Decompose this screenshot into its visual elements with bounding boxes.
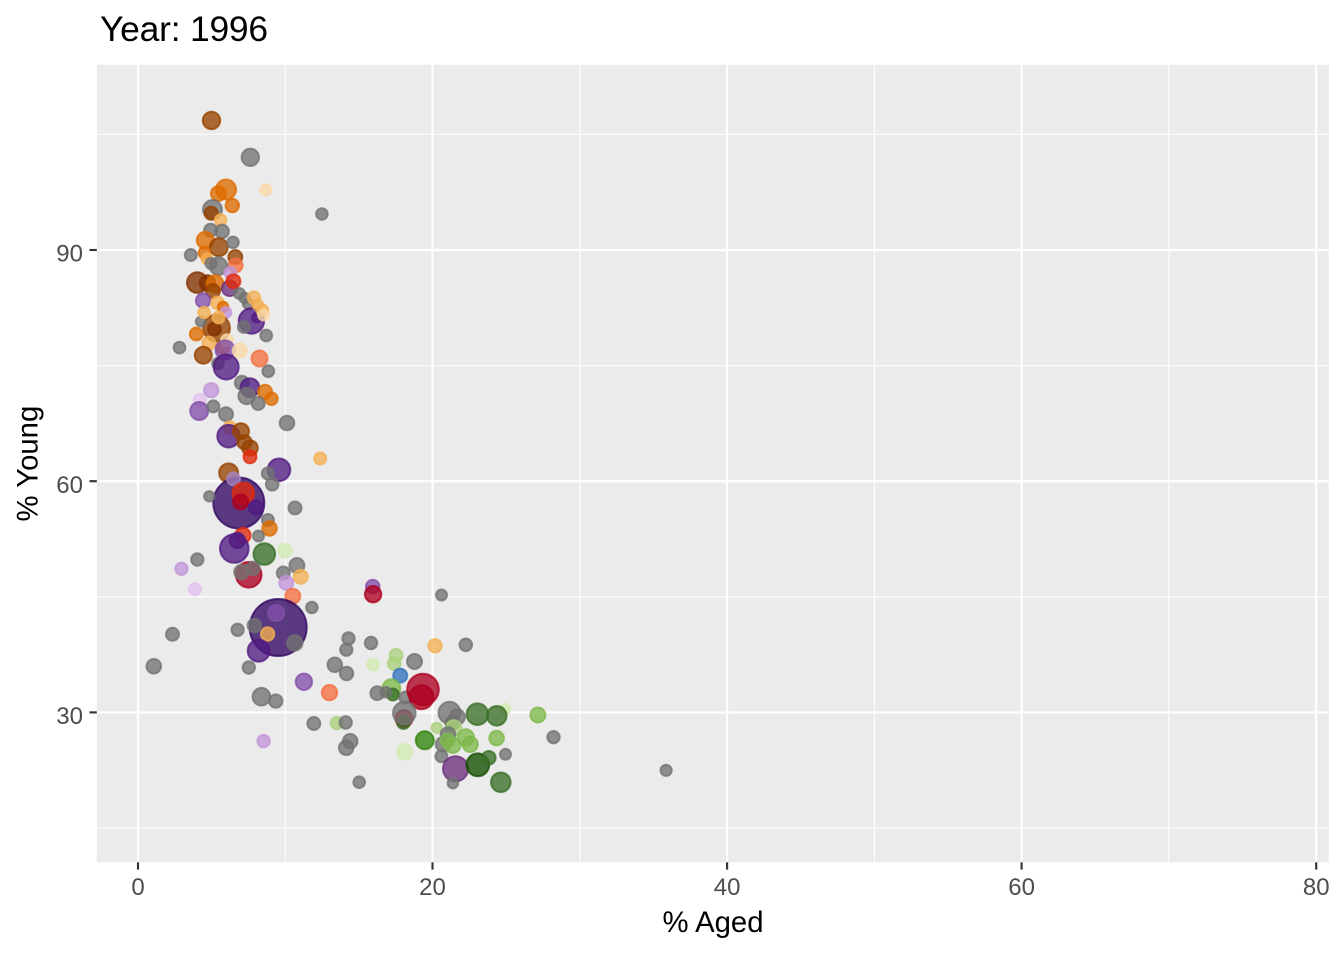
svg-text:90: 90 [56, 241, 83, 268]
svg-text:80: 80 [1303, 874, 1330, 901]
svg-text:Year: 1996: Year: 1996 [100, 9, 268, 49]
svg-text:0: 0 [131, 874, 144, 901]
svg-text:40: 40 [714, 874, 741, 901]
svg-text:60: 60 [56, 472, 83, 499]
svg-text:% Young: % Young [12, 406, 45, 522]
svg-text:20: 20 [419, 874, 446, 901]
svg-text:60: 60 [1008, 874, 1035, 901]
svg-text:% Aged: % Aged [663, 906, 764, 939]
svg-text:30: 30 [56, 703, 83, 730]
